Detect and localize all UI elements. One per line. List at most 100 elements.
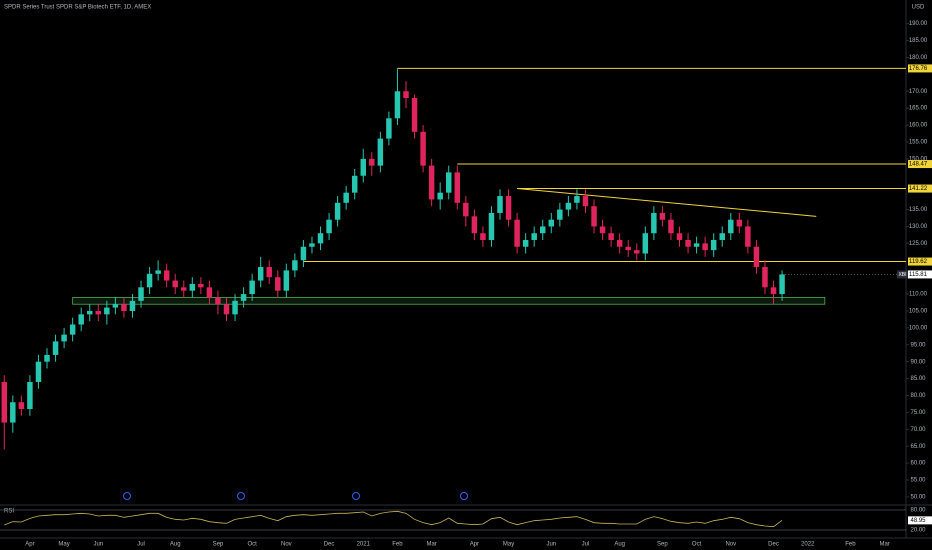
y-tick-label: 65.00: [910, 444, 926, 450]
rsi-tick-label: 80.00: [910, 508, 926, 514]
level-label-bg: [908, 184, 932, 193]
event-icon[interactable]: [352, 492, 360, 500]
candle-body: [753, 246, 760, 268]
event-markers: [123, 492, 468, 500]
candle-body: [445, 172, 452, 193]
currency-label: USD: [912, 5, 925, 11]
y-tick-label: 95.00: [910, 342, 926, 348]
x-tick-label: Mar: [879, 542, 889, 548]
candle-body: [685, 239, 691, 247]
y-tick-label: 60.00: [910, 461, 926, 467]
rsi-value-label: 48.95: [910, 518, 926, 524]
candle-body: [599, 226, 606, 234]
candle-body: [249, 280, 255, 295]
candle-body: [1, 381, 8, 423]
candle-body: [35, 361, 42, 382]
event-icon[interactable]: [237, 492, 245, 500]
y-tick-label: 85.00: [910, 376, 926, 382]
level-label: 148.47: [909, 162, 928, 168]
candle-body: [300, 246, 307, 261]
x-tick-label: Sep: [657, 542, 668, 548]
y-tick-label: 55.00: [910, 478, 926, 484]
event-icon[interactable]: [123, 492, 131, 500]
candle-body: [634, 250, 640, 254]
rsi-value-bg: [908, 516, 932, 525]
x-tick-label: 2022: [801, 542, 815, 548]
candle-body: [770, 287, 777, 295]
candle-body: [548, 219, 555, 227]
candle-body: [155, 270, 161, 274]
candle-body: [625, 246, 631, 251]
candle-body: [582, 196, 589, 207]
last-price-label: 115.81: [909, 272, 928, 278]
candle-body: [642, 233, 649, 254]
candle-body: [95, 310, 102, 315]
candle-body: [232, 300, 238, 315]
candle-body: [480, 233, 486, 240]
y-tick-label: 110.00: [909, 292, 928, 298]
candle-body: [608, 233, 614, 240]
candle-body: [189, 283, 196, 291]
candle-body: [215, 297, 221, 305]
candle-body: [471, 216, 478, 234]
candle-body: [411, 98, 418, 132]
candle-body: [591, 206, 597, 227]
candle-body: [488, 212, 495, 240]
y-tick-label: 50.00: [910, 494, 926, 500]
y-tick-label: 170.00: [909, 89, 928, 95]
x-tick-label: Feb: [845, 542, 856, 548]
y-tick-label: 150.00: [909, 156, 928, 162]
rsi-title: RSI: [4, 509, 14, 515]
y-tick-label: 160.00: [909, 123, 928, 129]
candle-body: [206, 287, 213, 298]
candle-body: [138, 287, 144, 301]
y-tick-label: 180.00: [909, 55, 928, 61]
candle-body: [719, 233, 725, 240]
candle-body: [360, 158, 366, 176]
candle-body: [69, 324, 76, 335]
x-tick-label: Jul: [137, 542, 145, 548]
candle-body: [112, 304, 119, 308]
candle-body: [104, 307, 110, 315]
symbol-label: XBI: [898, 272, 906, 278]
candle-body: [676, 233, 683, 240]
x-tick-label: Jun: [93, 542, 103, 548]
candle-body: [514, 219, 520, 247]
candle-body: [702, 243, 708, 251]
chart-title: SPDR Series Trust SPDR S&P Biotech ETF, …: [4, 5, 151, 11]
x-tick-label: Sep: [213, 542, 224, 548]
x-tick-label: May: [503, 542, 514, 548]
level-label-bg: [908, 64, 932, 73]
candles: [1, 68, 785, 450]
rsi-line: [4, 510, 783, 528]
candle-body: [129, 300, 136, 311]
level-label-bg: [908, 160, 932, 169]
y-tick-label: 165.00: [909, 106, 928, 112]
rsi-tick-label: 20.00: [910, 528, 926, 534]
y-tick-label: 90.00: [910, 359, 926, 365]
x-tick-label: Aug: [170, 542, 181, 548]
candle-body: [505, 196, 512, 220]
x-tick-label: Dec: [324, 542, 335, 548]
candle-body: [27, 381, 33, 410]
candle-body: [317, 233, 324, 244]
candle-body: [309, 243, 315, 247]
candle-body: [693, 243, 700, 247]
candle-body: [497, 196, 503, 213]
x-tick-label: Apr: [470, 542, 479, 548]
x-tick-label: Oct: [692, 542, 702, 548]
level-label-bg: [908, 257, 932, 266]
level-label: 176.76: [909, 66, 928, 72]
x-tick-label: Dec: [768, 542, 779, 548]
candle-body: [420, 131, 426, 166]
event-icon[interactable]: [460, 492, 468, 500]
support-zone: [72, 297, 826, 305]
candle-body: [531, 233, 537, 240]
candle-body: [172, 280, 178, 288]
candle-body: [616, 239, 623, 247]
y-tick-label: 125.00: [909, 241, 928, 247]
y-tick-label: 75.00: [910, 410, 926, 416]
symbol-label-bg: [897, 270, 908, 279]
y-tick-label: 190.00: [909, 21, 928, 27]
candle-body: [710, 239, 717, 251]
